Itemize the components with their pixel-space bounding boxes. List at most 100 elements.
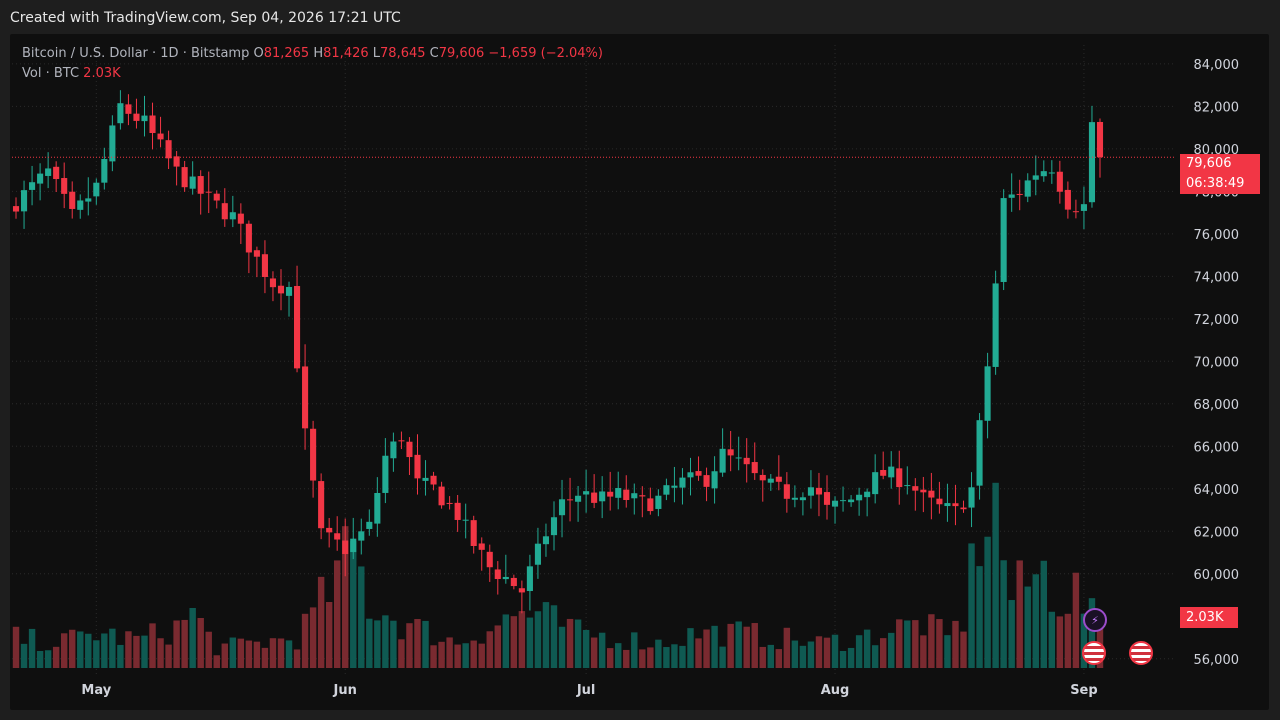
candle-body	[358, 531, 365, 541]
volume-bar	[550, 605, 558, 668]
volume-bar	[28, 628, 36, 668]
volume-bar	[831, 634, 839, 668]
us-flag-event-icon-2[interactable]	[1129, 641, 1153, 665]
candle-body	[518, 588, 525, 593]
y-tick-label-1: 82,000	[1194, 100, 1240, 115]
candle-body	[438, 486, 445, 506]
volume-bar	[863, 629, 871, 668]
candle-body	[928, 490, 935, 498]
x-tick-label-4: Sep	[1070, 683, 1098, 698]
candle-body	[583, 491, 590, 495]
candle-body	[173, 156, 180, 167]
volume-bar	[879, 638, 887, 668]
candle-body	[719, 448, 726, 473]
candle-body	[237, 213, 244, 224]
candle-body	[446, 502, 453, 504]
legend-high-label: H	[313, 46, 324, 61]
candle-body	[157, 133, 164, 140]
candle-body	[149, 115, 156, 134]
candle-body	[45, 168, 52, 176]
candle-body	[727, 449, 734, 456]
candle-body	[767, 478, 774, 483]
lightning-event-icon[interactable]: ⚡	[1083, 608, 1107, 632]
volume-tag: 2.03K	[1180, 607, 1238, 628]
volume-bar	[1088, 598, 1096, 668]
candle-body	[510, 577, 517, 587]
volume-bar	[237, 638, 245, 668]
candle-body	[125, 104, 132, 114]
candle-body	[189, 176, 196, 189]
candle-body	[285, 286, 293, 296]
legend-volume-label[interactable]: Vol · BTC	[22, 66, 80, 81]
candle-body	[807, 487, 814, 496]
y-tick-label-9: 66,000	[1194, 440, 1240, 455]
us-flag-event-icon[interactable]	[1082, 641, 1106, 665]
candle-body	[229, 212, 236, 220]
candle-body	[655, 495, 662, 509]
volume-bar	[141, 635, 148, 668]
candle-body	[221, 203, 228, 220]
volume-bar	[366, 618, 373, 668]
candle-body	[960, 507, 967, 510]
volume-bar	[751, 623, 758, 668]
volume-bar	[518, 611, 526, 668]
volume-bar	[253, 641, 261, 668]
legend-open-value: 81,265	[263, 46, 310, 61]
volume-bar	[285, 640, 293, 668]
candle-body	[1064, 189, 1071, 210]
volume-bar	[679, 645, 686, 668]
volume-bar	[671, 644, 678, 668]
y-tick-label-7: 70,000	[1194, 355, 1240, 370]
volume-bar	[1048, 611, 1056, 668]
candle-body	[815, 487, 823, 495]
candle-body	[502, 576, 509, 580]
volume-bar	[205, 631, 212, 668]
volume-bar	[719, 646, 726, 668]
created-with-caption: Created with TradingView.com, Sep 04, 20…	[10, 10, 401, 26]
candle-body	[912, 486, 919, 491]
volume-bar	[213, 655, 220, 668]
candle-body	[984, 366, 991, 421]
candle-body	[205, 191, 212, 193]
volume-bar	[309, 607, 317, 668]
candle-body	[302, 366, 309, 429]
candle-body	[864, 491, 871, 498]
volume-bar	[149, 623, 156, 668]
candle-body	[647, 498, 654, 512]
volume-bar	[775, 649, 783, 668]
candle-body	[93, 182, 100, 197]
volume-bar	[839, 650, 847, 668]
volume-bar	[333, 560, 341, 668]
volume-bar	[261, 647, 269, 668]
candle-body	[77, 200, 84, 210]
candle-body	[687, 472, 694, 478]
volume-bar	[767, 644, 775, 668]
legend-ohlc-row: Bitcoin / U.S. Dollar · 1D · Bitstamp O8…	[22, 44, 603, 64]
volume-bar	[101, 633, 108, 668]
y-tick-label-13: 56,000	[1194, 653, 1240, 668]
candle-body	[775, 476, 782, 482]
volume-bar	[687, 628, 694, 668]
candle-body	[494, 569, 501, 580]
candle-body	[591, 492, 598, 503]
candle-body	[1072, 211, 1079, 213]
candle-body	[831, 500, 839, 507]
volume-bar	[542, 602, 550, 668]
candle-body	[342, 540, 349, 555]
volume-bar	[1024, 586, 1031, 668]
volume-bar	[526, 617, 534, 668]
volume-bar	[574, 619, 582, 668]
legend-symbol[interactable]: Bitcoin / U.S. Dollar · 1D · Bitstamp	[22, 46, 250, 61]
chart-panel[interactable]	[10, 34, 1269, 710]
volume-bar	[125, 631, 132, 668]
candle-body	[952, 503, 959, 507]
candle-body	[671, 485, 678, 488]
candle-body	[117, 103, 124, 124]
volume-bar	[655, 639, 662, 668]
volume-bar	[1032, 574, 1039, 668]
volume-bar	[695, 638, 702, 668]
volume-bar	[984, 536, 991, 668]
volume-bar	[109, 628, 116, 668]
volume-bar	[117, 644, 124, 668]
